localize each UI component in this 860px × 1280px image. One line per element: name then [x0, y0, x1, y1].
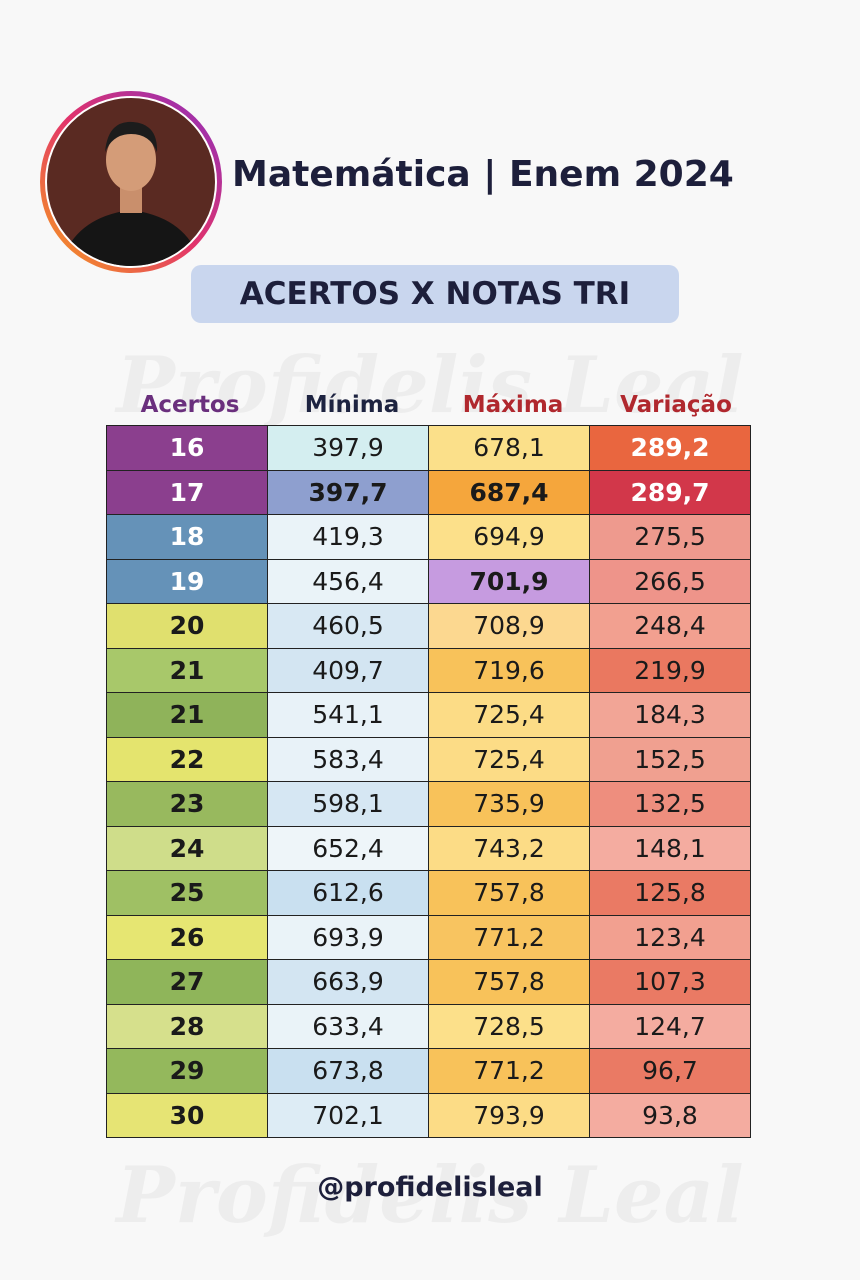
table-cell: 663,9	[267, 959, 429, 1005]
table-cell: 125,8	[589, 870, 751, 916]
table-cell: 743,2	[428, 825, 590, 871]
table-cell: 26	[106, 914, 268, 960]
table-cell: 28	[106, 1003, 268, 1049]
table-cell: 735,9	[428, 781, 590, 827]
column-header: Acertos	[140, 392, 240, 418]
table-cell: 652,4	[267, 825, 429, 871]
table-cell: 27	[106, 959, 268, 1005]
table-cell: 132,5	[589, 781, 751, 827]
table-cell: 266,5	[589, 558, 751, 604]
table-row: 28 633,4 728,5 124,7	[106, 1003, 751, 1049]
table-cell: 24	[106, 825, 268, 871]
table-cell: 289,7	[589, 469, 751, 515]
title: Matemática | Enem 2024	[232, 154, 734, 195]
table-cell: 123,4	[589, 914, 751, 960]
avatar	[40, 91, 222, 273]
table-row: 18 419,3 694,9 275,5	[106, 514, 751, 560]
table-cell: 29	[106, 1048, 268, 1094]
table: 16 397,9 678,1 289,2 17 397,7 687,4 289,7 18 419,…	[106, 425, 751, 1138]
table-cell: 17	[106, 469, 268, 515]
table-cell: 633,4	[267, 1003, 429, 1049]
table-cell: 673,8	[267, 1048, 429, 1094]
table-cell: 397,7	[267, 469, 429, 515]
table-cell: 719,6	[428, 647, 590, 693]
table-cell: 124,7	[589, 1003, 751, 1049]
table-row: 22 583,4 725,4 152,5	[106, 736, 751, 782]
table-cell: 771,2	[428, 914, 590, 960]
table-cell: 725,4	[428, 692, 590, 738]
column-header: Variação	[620, 392, 732, 418]
table-row: 21 541,1 725,4 184,3	[106, 692, 751, 738]
table-row: 24 652,4 743,2 148,1	[106, 825, 751, 871]
table-cell: 678,1	[428, 425, 590, 471]
table-cell: 687,4	[428, 469, 590, 515]
table-cell: 219,9	[589, 647, 751, 693]
table-cell: 21	[106, 692, 268, 738]
table-row: 16 397,9 678,1 289,2	[106, 425, 751, 471]
table-cell: 409,7	[267, 647, 429, 693]
table-cell: 96,7	[589, 1048, 751, 1094]
column-header: Máxima	[462, 392, 564, 418]
table-cell: 612,6	[267, 870, 429, 916]
table-cell: 289,2	[589, 425, 751, 471]
table-cell: 21	[106, 647, 268, 693]
table-cell: 30	[106, 1092, 268, 1138]
column-header: Mínima	[304, 392, 400, 418]
table-cell: 25	[106, 870, 268, 916]
table-row: 26 693,9 771,2 123,4	[106, 914, 751, 960]
table-cell: 275,5	[589, 514, 751, 560]
table-cell: 460,5	[267, 603, 429, 649]
handle: @profidelisleal	[317, 1172, 543, 1203]
table-cell: 184,3	[589, 692, 751, 738]
table-cell: 702,1	[267, 1092, 429, 1138]
table-cell: 93,8	[589, 1092, 751, 1138]
table-cell: 107,3	[589, 959, 751, 1005]
badge: ACERTOS X NOTAS TRI	[191, 265, 679, 323]
table-cell: 701,9	[428, 558, 590, 604]
table-cell: 598,1	[267, 781, 429, 827]
table-cell: 725,4	[428, 736, 590, 782]
table-row: 21 409,7 719,6 219,9	[106, 647, 751, 693]
table-cell: 248,4	[589, 603, 751, 649]
table-row: 20 460,5 708,9 248,4	[106, 603, 751, 649]
table-cell: 757,8	[428, 959, 590, 1005]
table-cell: 397,9	[267, 425, 429, 471]
table-cell: 22	[106, 736, 268, 782]
table-cell: 694,9	[428, 514, 590, 560]
table-row: 19 456,4 701,9 266,5	[106, 558, 751, 604]
table-row: 27 663,9 757,8 107,3	[106, 959, 751, 1005]
table-cell: 728,5	[428, 1003, 590, 1049]
table-cell: 456,4	[267, 558, 429, 604]
table-cell: 18	[106, 514, 268, 560]
watermark: Profidelis Leal	[0, 340, 860, 431]
table-cell: 583,4	[267, 736, 429, 782]
table-cell: 771,2	[428, 1048, 590, 1094]
table-cell: 757,8	[428, 870, 590, 916]
table-cell: 419,3	[267, 514, 429, 560]
table-row: 30 702,1 793,9 93,8	[106, 1092, 751, 1138]
table-cell: 23	[106, 781, 268, 827]
table-cell: 148,1	[589, 825, 751, 871]
table-cell: 541,1	[267, 692, 429, 738]
table-cell: 708,9	[428, 603, 590, 649]
table-cell: 152,5	[589, 736, 751, 782]
table-row: 25 612,6 757,8 125,8	[106, 870, 751, 916]
table-row: 29 673,8 771,2 96,7	[106, 1048, 751, 1094]
table-row: 23 598,1 735,9 132,5	[106, 781, 751, 827]
table-cell: 19	[106, 558, 268, 604]
table-cell: 793,9	[428, 1092, 590, 1138]
table-cell: 16	[106, 425, 268, 471]
table-row: 17 397,7 687,4 289,7	[106, 469, 751, 515]
watermark: Profidelis Leal	[0, 1150, 860, 1241]
table-cell: 693,9	[267, 914, 429, 960]
table-cell: 20	[106, 603, 268, 649]
